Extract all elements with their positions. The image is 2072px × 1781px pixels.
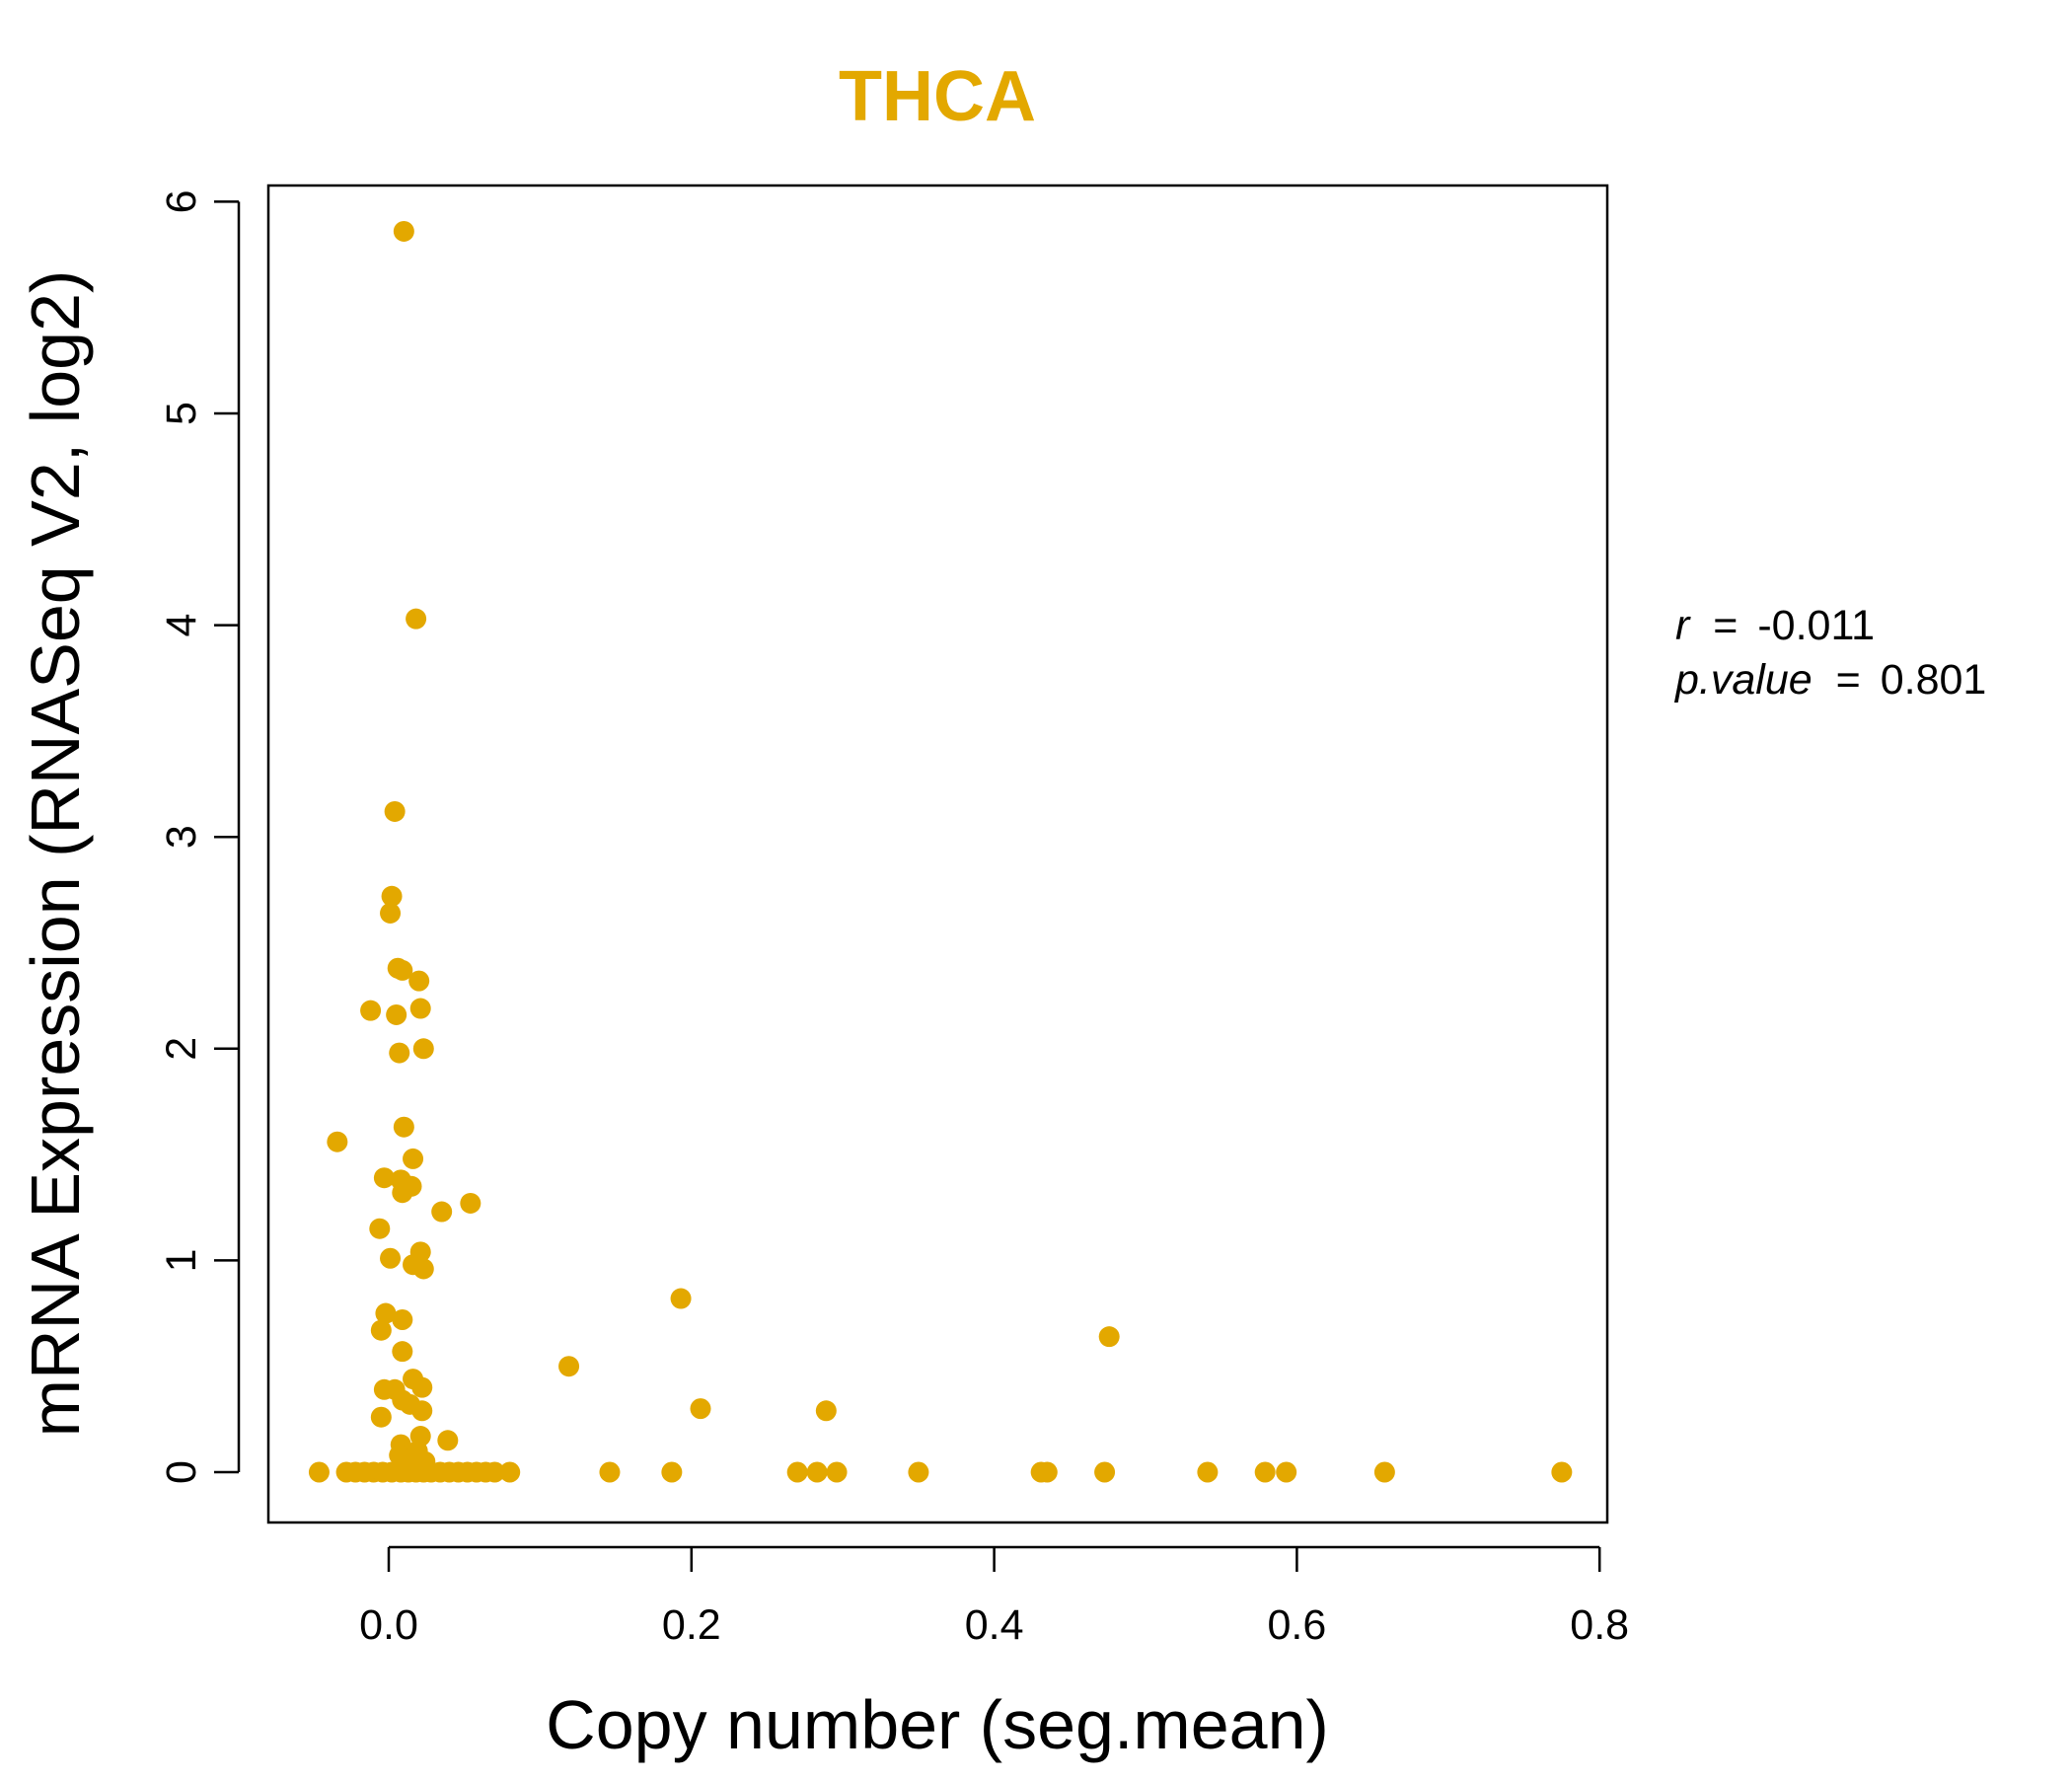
x-tick-label: 0.4 xyxy=(965,1601,1024,1649)
data-point xyxy=(1197,1461,1219,1483)
data-point xyxy=(386,1003,407,1025)
y-tick-label: 1 xyxy=(158,1248,205,1272)
y-tick-label: 6 xyxy=(158,189,205,213)
data-point xyxy=(369,1218,391,1239)
p-value-statistic: p.value = 0.801 xyxy=(1673,656,1986,704)
data-point xyxy=(370,1406,392,1428)
data-point xyxy=(786,1461,808,1483)
data-point xyxy=(380,902,402,924)
r-equals: = xyxy=(1713,602,1738,649)
data-point xyxy=(370,1319,392,1341)
data-point xyxy=(412,1258,434,1280)
data-point xyxy=(375,1302,397,1324)
data-point xyxy=(460,1192,481,1214)
data-point xyxy=(406,608,427,630)
data-point xyxy=(826,1461,848,1483)
data-point xyxy=(1094,1461,1116,1483)
data-point xyxy=(483,1461,505,1483)
data-point xyxy=(384,800,406,822)
p-value-equals: = xyxy=(1836,656,1861,704)
data-point xyxy=(381,885,403,907)
data-point xyxy=(1276,1461,1297,1483)
data-point xyxy=(558,1356,580,1377)
data-point xyxy=(380,1247,402,1269)
data-point xyxy=(392,1341,413,1363)
data-point xyxy=(360,1000,382,1021)
data-point xyxy=(403,1148,424,1169)
data-point xyxy=(806,1461,828,1483)
data-point xyxy=(393,220,414,242)
x-tick-label: 0.8 xyxy=(1570,1601,1629,1649)
y-axis: 0 1 2 3 4 5 6 xyxy=(158,189,241,1484)
x-axis-title: Copy number (seg.mean) xyxy=(546,1686,1329,1763)
data-point xyxy=(411,1400,433,1422)
data-point xyxy=(908,1461,929,1483)
data-point xyxy=(389,1042,410,1064)
data-point xyxy=(393,1116,414,1138)
data-point xyxy=(1254,1461,1276,1483)
y-axis-title: mRNA Expression (RNASeq V2, log2) xyxy=(17,270,94,1438)
data-point xyxy=(327,1131,348,1152)
plot-frame xyxy=(266,184,1609,1524)
data-point xyxy=(409,998,431,1019)
data-point xyxy=(408,970,430,992)
data-point xyxy=(1098,1326,1120,1348)
data-point xyxy=(437,1430,459,1451)
data-point xyxy=(431,1201,453,1223)
p-value-label: p.value xyxy=(1673,656,1813,704)
r-statistic: r = -0.011 xyxy=(1675,602,1875,649)
data-points xyxy=(308,220,1573,1483)
data-point xyxy=(1036,1461,1058,1483)
data-point xyxy=(308,1461,330,1483)
data-point xyxy=(661,1461,683,1483)
data-point xyxy=(392,1308,413,1330)
data-point xyxy=(599,1461,621,1483)
x-tick-label: 0.6 xyxy=(1268,1601,1327,1649)
data-point xyxy=(499,1461,521,1483)
y-tick-label: 3 xyxy=(158,825,205,849)
data-point xyxy=(392,1182,413,1204)
data-point xyxy=(411,1376,433,1398)
x-tick-label: 0.0 xyxy=(359,1601,418,1649)
data-point xyxy=(392,959,413,981)
data-point xyxy=(815,1400,837,1422)
y-tick-label: 2 xyxy=(158,1037,205,1061)
x-axis: 0.0 0.2 0.4 0.6 0.8 xyxy=(359,1545,1629,1649)
y-tick-label: 5 xyxy=(158,402,205,425)
r-value: -0.011 xyxy=(1757,602,1875,649)
y-tick-label: 4 xyxy=(158,614,205,637)
data-point xyxy=(1373,1461,1395,1483)
data-point xyxy=(670,1288,692,1309)
correlation-annotation: r = -0.011 p.value = 0.801 xyxy=(1673,602,1986,704)
data-point xyxy=(373,1167,395,1189)
y-tick-label: 0 xyxy=(158,1460,205,1484)
data-point xyxy=(412,1038,434,1060)
r-label: r xyxy=(1675,602,1691,649)
x-tick-label: 0.2 xyxy=(662,1601,721,1649)
data-point xyxy=(1551,1461,1573,1483)
p-value-value: 0.801 xyxy=(1881,656,1987,704)
data-point xyxy=(690,1398,711,1420)
chart-title: THCA xyxy=(839,57,1036,136)
